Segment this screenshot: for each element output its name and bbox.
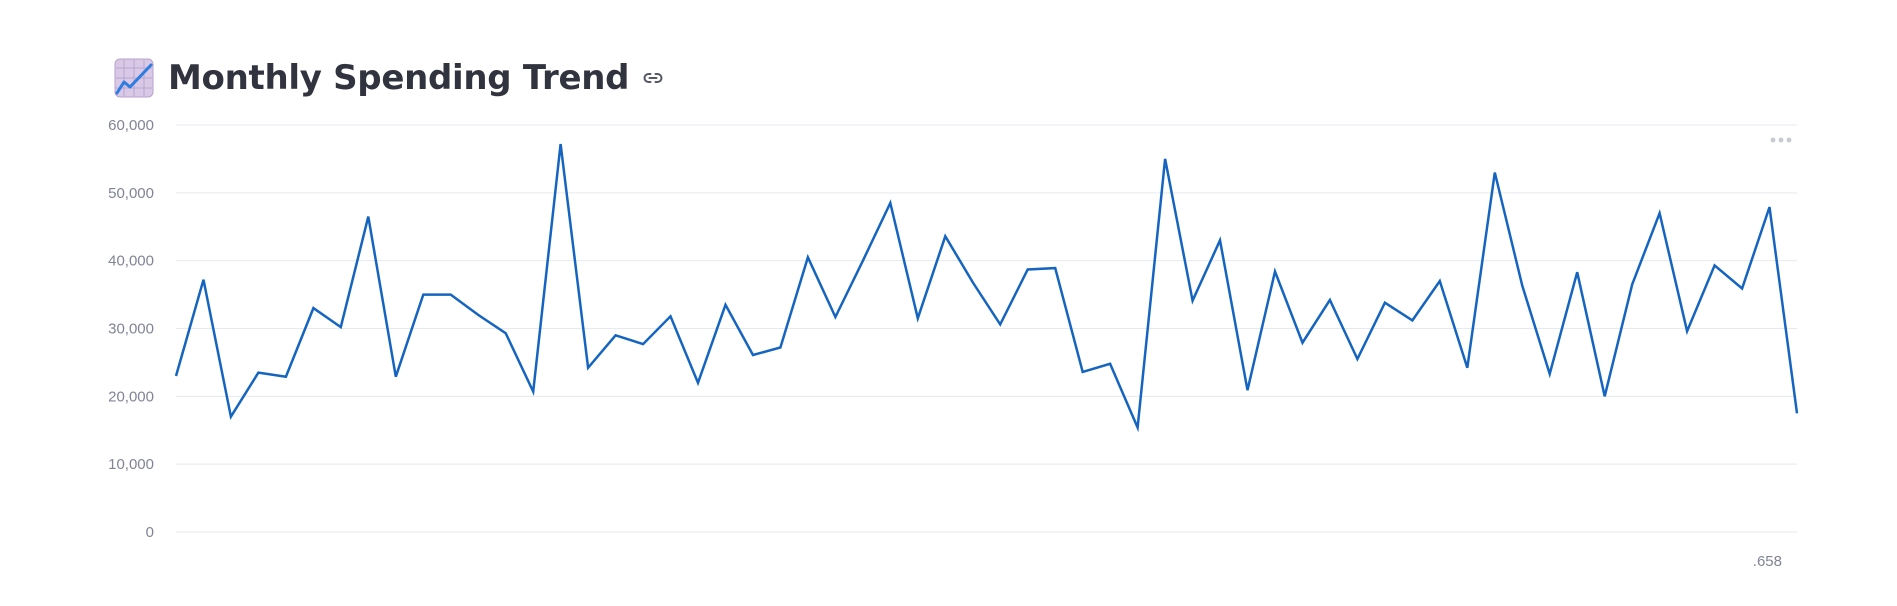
data-point[interactable]	[338, 324, 344, 330]
data-point[interactable]	[1327, 297, 1333, 303]
data-point[interactable]	[1245, 387, 1251, 393]
data-point[interactable]	[750, 352, 756, 358]
data-point[interactable]	[420, 292, 426, 298]
data-point[interactable]	[1162, 156, 1168, 162]
data-point[interactable]	[1574, 269, 1580, 275]
chart-header: Monthly Spending Trend	[114, 56, 665, 100]
data-point[interactable]	[1217, 237, 1223, 243]
more-horizontal-icon[interactable]	[1768, 130, 1794, 150]
y-tick-label: 60,000	[108, 117, 154, 134]
data-point[interactable]	[228, 414, 234, 420]
data-point[interactable]	[1052, 265, 1058, 271]
data-point[interactable]	[585, 365, 591, 371]
series-line	[174, 143, 1799, 433]
data-point[interactable]	[1409, 317, 1415, 323]
data-point[interactable]	[1080, 369, 1086, 375]
data-point[interactable]	[915, 315, 921, 321]
x-axis-ticks: .658	[1753, 553, 1782, 570]
data-point[interactable]	[942, 233, 948, 239]
data-point[interactable]	[1382, 300, 1388, 306]
data-point[interactable]	[722, 302, 728, 308]
data-point[interactable]	[1657, 210, 1663, 216]
data-point[interactable]	[365, 214, 371, 220]
data-point[interactable]	[255, 370, 261, 376]
data-point[interactable]	[1135, 425, 1141, 431]
data-point[interactable]	[695, 380, 701, 386]
y-tick-label: 40,000	[108, 253, 154, 270]
data-point[interactable]	[1739, 285, 1745, 291]
page-title: Monthly Spending Trend	[168, 58, 630, 98]
data-point[interactable]	[1492, 169, 1498, 175]
data-point[interactable]	[1354, 356, 1360, 362]
chart-gridlines	[176, 124, 1797, 533]
data-point[interactable]	[1107, 361, 1113, 367]
data-point[interactable]	[805, 254, 811, 260]
x-tick-label: .658	[1753, 553, 1782, 570]
data-point[interactable]	[997, 321, 1003, 327]
chart-increasing-icon	[114, 58, 154, 98]
chart-series	[173, 141, 1800, 433]
data-point[interactable]	[887, 200, 893, 206]
data-point[interactable]	[1602, 393, 1608, 399]
data-point[interactable]	[640, 341, 646, 347]
data-point[interactable]	[310, 305, 316, 311]
data-point[interactable]	[1437, 278, 1443, 284]
data-point[interactable]	[1712, 262, 1718, 268]
data-point[interactable]	[1025, 266, 1031, 272]
data-point[interactable]	[475, 312, 481, 318]
data-point[interactable]	[832, 314, 838, 320]
data-point[interactable]	[1547, 371, 1553, 377]
data-point[interactable]	[1519, 283, 1525, 289]
data-point[interactable]	[1629, 281, 1635, 287]
y-tick-label: 20,000	[108, 388, 154, 405]
data-point[interactable]	[1272, 269, 1278, 275]
y-tick-label: 30,000	[108, 321, 154, 338]
data-point[interactable]	[173, 373, 179, 379]
link-icon[interactable]	[641, 66, 665, 90]
data-point[interactable]	[777, 344, 783, 350]
data-point[interactable]	[503, 330, 509, 336]
y-tick-label: 0	[146, 524, 154, 541]
data-point[interactable]	[1684, 328, 1690, 334]
data-point[interactable]	[448, 292, 454, 298]
data-point[interactable]	[668, 313, 674, 319]
data-point[interactable]	[613, 332, 619, 338]
data-point[interactable]	[1299, 340, 1305, 346]
data-point[interactable]	[970, 279, 976, 285]
data-point[interactable]	[1767, 204, 1773, 210]
y-axis-ticks: 0 10,000 20,000 30,000 40,000 50,000 60,000	[108, 117, 154, 541]
data-point[interactable]	[1464, 365, 1470, 371]
data-point[interactable]	[1190, 298, 1196, 304]
data-point[interactable]	[860, 258, 866, 264]
y-tick-label: 50,000	[108, 185, 154, 202]
data-point[interactable]	[1794, 410, 1800, 416]
data-point[interactable]	[530, 389, 536, 395]
y-tick-label: 10,000	[108, 456, 154, 473]
data-point[interactable]	[393, 374, 399, 380]
data-point[interactable]	[283, 374, 289, 380]
data-point[interactable]	[200, 277, 206, 283]
data-point[interactable]	[558, 141, 564, 147]
